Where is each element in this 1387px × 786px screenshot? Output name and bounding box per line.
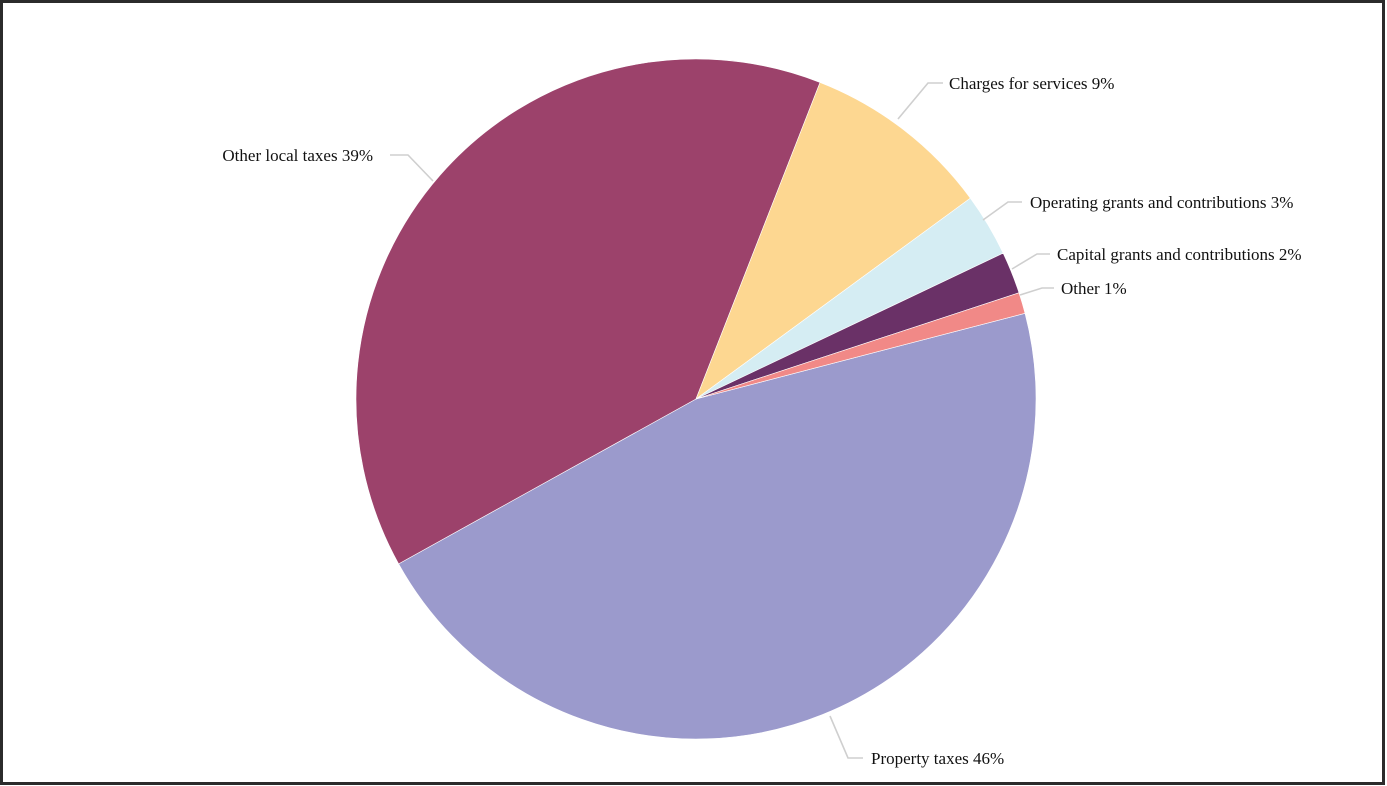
label-charges-for-services: Charges for services 9% <box>949 74 1114 93</box>
label-operating-grants-and-contributions: Operating grants and contributions 3% <box>1030 193 1293 212</box>
slice-property-taxes <box>398 312 1037 740</box>
leader-lines <box>390 82 1054 759</box>
slice-labels: Property taxes 46% Other local taxes 39% C… <box>222 74 1301 768</box>
pie-chart: Property taxes 46% Other local taxes 39% C… <box>222 58 1302 768</box>
leader-operating-grants-and-contributions <box>982 201 1022 221</box>
leader-charges-for-services <box>897 82 943 120</box>
label-capital-grants-and-contributions: Capital grants and contributions 2% <box>1057 245 1302 264</box>
label-other: Other 1% <box>1061 279 1127 298</box>
slice-other <box>695 292 1026 400</box>
label-property-taxes: Property taxes 46% <box>871 749 1004 768</box>
slice-charges-for-services <box>695 82 971 400</box>
leader-capital-grants-and-contributions <box>1011 253 1050 270</box>
slice-other-local-taxes <box>355 58 821 565</box>
leader-other-local-taxes <box>390 154 434 182</box>
leader-property-taxes <box>829 715 863 759</box>
label-other-local-taxes: Other local taxes 39% <box>222 146 373 165</box>
pie-slices <box>355 58 1037 740</box>
leader-other <box>1019 287 1054 296</box>
